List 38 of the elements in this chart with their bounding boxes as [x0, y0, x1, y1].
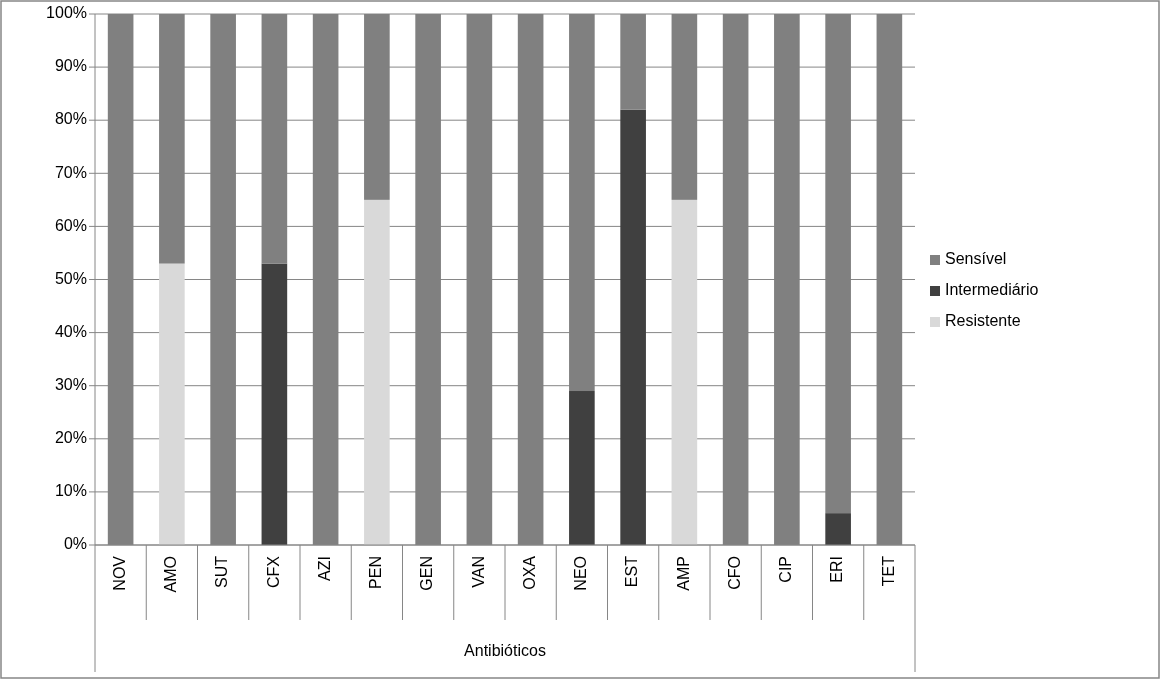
x-tick-label: CIP	[777, 556, 795, 583]
x-tick-label: OXA	[520, 555, 538, 590]
y-tick-label: 30%	[54, 375, 87, 393]
bar	[261, 263, 288, 545]
x-axis-title: Antibióticos	[464, 642, 546, 660]
x-tick-label: NEO	[572, 556, 590, 591]
y-tick-label: 80%	[54, 110, 87, 128]
bar	[569, 391, 595, 545]
bar	[620, 109, 646, 545]
y-tick-label: 70%	[54, 163, 87, 181]
legend-label: Sensível	[945, 250, 1007, 268]
x-tick-label: AMO	[162, 556, 180, 593]
x-tick-label: NOV	[110, 555, 128, 591]
y-tick-label: 10%	[54, 482, 87, 500]
legend-label: Intermediário	[945, 281, 1039, 299]
y-tick-label: 60%	[54, 216, 87, 234]
x-tick-label: AMP	[674, 556, 692, 591]
legend-label: Resistente	[945, 312, 1021, 330]
x-tick-label: CFX	[264, 555, 282, 588]
y-tick-label: 50%	[54, 269, 87, 287]
x-tick-label: SUT	[213, 555, 231, 588]
y-tick-label: 40%	[54, 322, 87, 340]
x-tick-label: EST	[623, 555, 641, 588]
x-tick-label: TET	[879, 555, 897, 587]
y-tick-label: 100%	[46, 4, 87, 22]
x-tick-label: ERI	[828, 556, 846, 583]
bar	[364, 199, 390, 545]
x-tick-label: AZI	[315, 556, 333, 581]
x-tick-label: CFO	[725, 556, 743, 590]
x-tick-label: GEN	[418, 556, 436, 591]
y-tick-label: 90%	[54, 57, 87, 75]
y-tick-label: 20%	[54, 429, 87, 447]
bar	[825, 513, 851, 545]
bar	[159, 263, 185, 545]
x-tick-label: PEN	[367, 556, 385, 589]
bar	[671, 199, 698, 545]
y-tick-label: 0%	[63, 535, 87, 553]
x-tick-label: VAN	[469, 556, 487, 588]
